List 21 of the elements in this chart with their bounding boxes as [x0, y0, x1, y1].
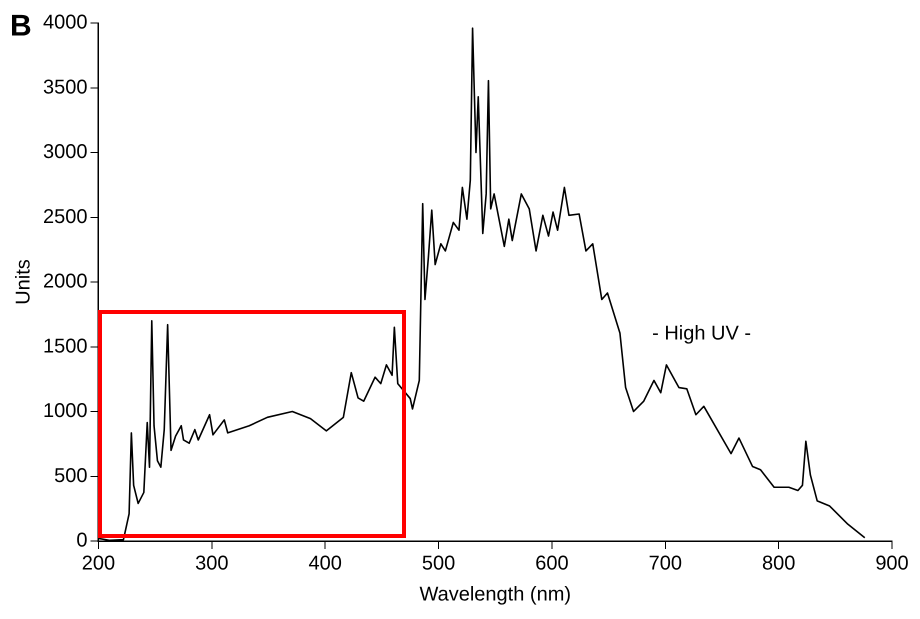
y-axis-title: Units: [12, 259, 35, 305]
y-tick-label: 1000: [42, 400, 88, 422]
annotation: - High UV -: [652, 322, 752, 344]
x-tick-label: 400: [308, 552, 342, 575]
y-tick-label: 2500: [42, 206, 88, 228]
x-axis-title: Wavelength (nm): [419, 584, 572, 606]
y-tick-label: 4000: [42, 12, 88, 34]
y-tick-label: 500: [54, 464, 88, 487]
x-tick-label: 900: [875, 552, 909, 575]
y-tick-label: 3500: [42, 76, 88, 98]
x-tick-label: 500: [422, 552, 456, 575]
x-tick-label: 700: [648, 552, 682, 575]
y-tick-label: 2000: [42, 270, 88, 293]
x-tick-label: 600: [535, 552, 569, 575]
y-tick-label: 0: [76, 530, 88, 552]
x-tick-label: 300: [195, 552, 229, 575]
x-tick-label: 200: [82, 552, 116, 575]
y-tick-label: 3000: [42, 141, 88, 164]
x-tick-label: 800: [762, 552, 796, 575]
y-tick-label: 1500: [42, 335, 88, 358]
text: B: [10, 9, 32, 42]
